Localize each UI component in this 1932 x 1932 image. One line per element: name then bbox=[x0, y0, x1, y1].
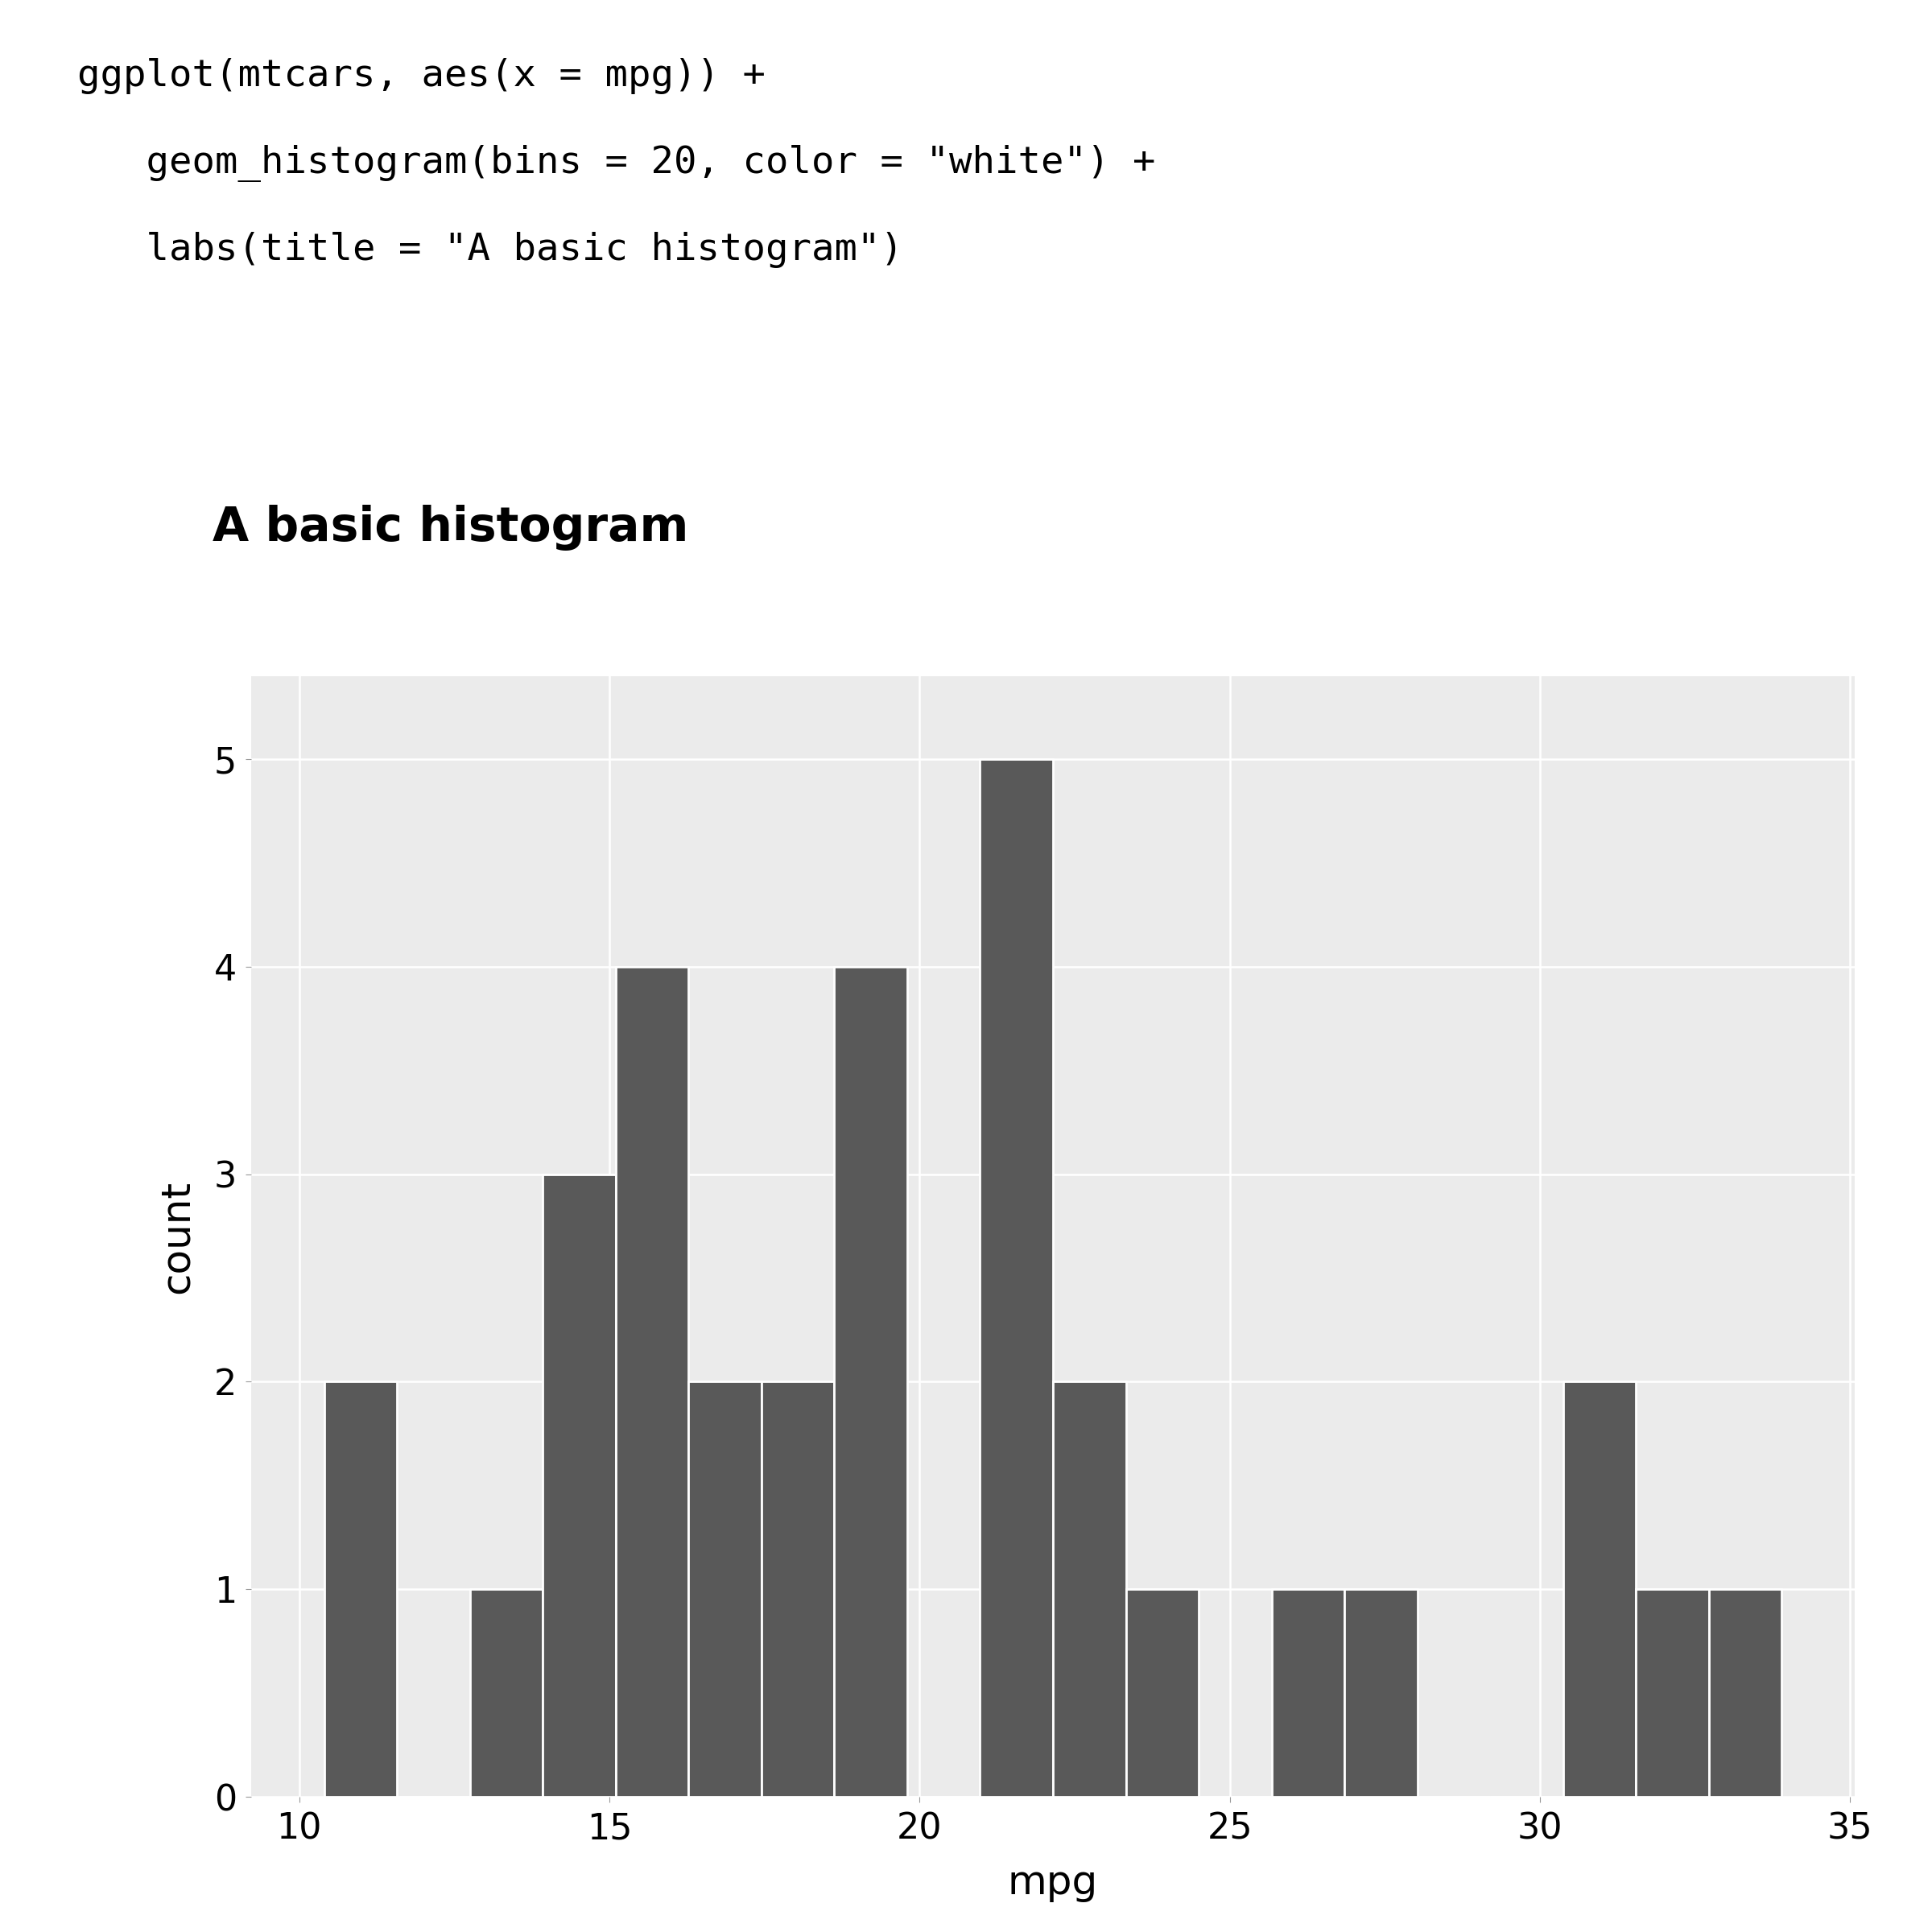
Bar bbox=[1563, 1381, 1636, 1797]
Bar bbox=[325, 1381, 396, 1797]
Text: labs(title = "A basic histogram"): labs(title = "A basic histogram") bbox=[77, 232, 904, 269]
Bar bbox=[1271, 1590, 1345, 1797]
Bar bbox=[761, 1381, 835, 1797]
Bar bbox=[980, 759, 1053, 1797]
Bar bbox=[1345, 1590, 1418, 1797]
Bar bbox=[688, 1381, 761, 1797]
Bar bbox=[835, 966, 908, 1797]
Text: A basic histogram: A basic histogram bbox=[213, 504, 688, 551]
Bar bbox=[1053, 1381, 1126, 1797]
Text: geom_histogram(bins = 20, color = "white") +: geom_histogram(bins = 20, color = "white… bbox=[77, 145, 1155, 182]
Bar bbox=[616, 966, 688, 1797]
Bar bbox=[1710, 1590, 1781, 1797]
Bar bbox=[469, 1590, 543, 1797]
Bar bbox=[543, 1175, 616, 1797]
X-axis label: mpg: mpg bbox=[1009, 1864, 1097, 1903]
Y-axis label: count: count bbox=[156, 1180, 195, 1293]
Bar bbox=[1126, 1590, 1198, 1797]
Bar bbox=[1636, 1590, 1710, 1797]
Text: ggplot(mtcars, aes(x = mpg)) +: ggplot(mtcars, aes(x = mpg)) + bbox=[77, 58, 765, 95]
